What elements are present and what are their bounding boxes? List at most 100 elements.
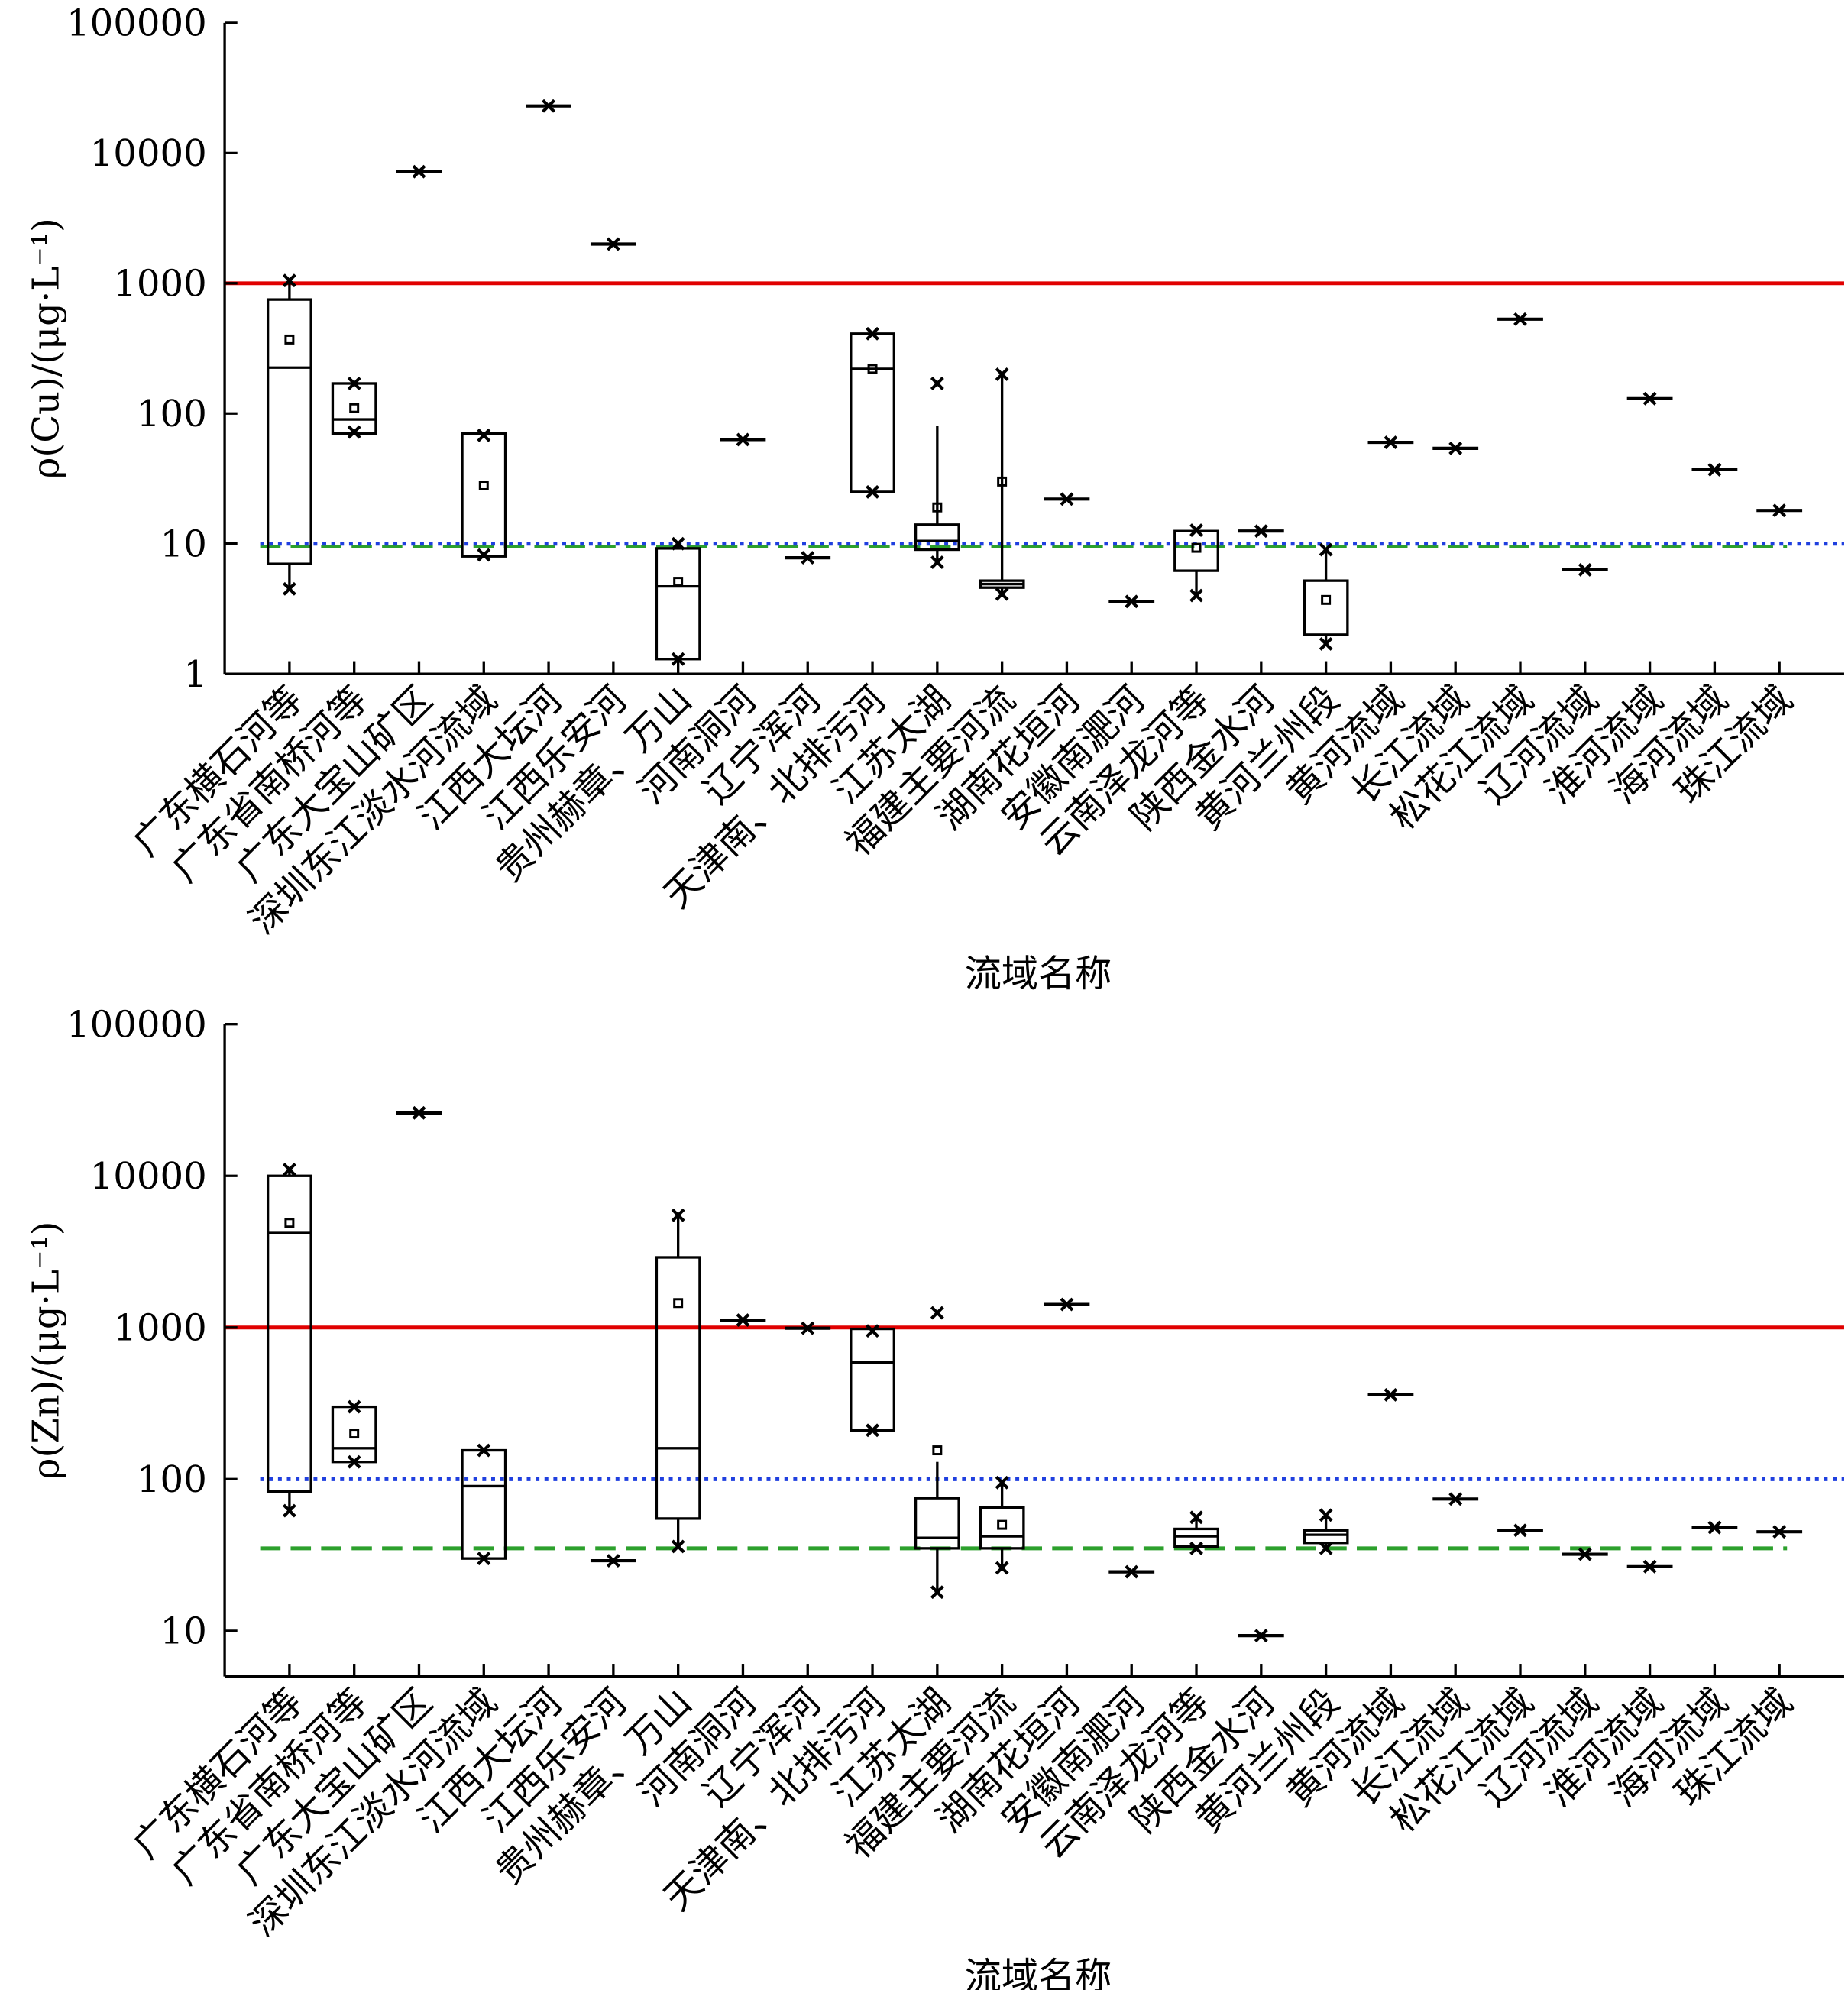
extreme-marker bbox=[282, 1163, 296, 1176]
marker-shape bbox=[801, 1321, 815, 1335]
mean-marker bbox=[1321, 594, 1332, 605]
extreme-marker bbox=[930, 555, 944, 569]
extreme-marker bbox=[801, 551, 815, 565]
marker-shape bbox=[477, 428, 491, 442]
extreme-marker bbox=[282, 273, 296, 288]
extreme-marker bbox=[1578, 562, 1592, 577]
marker-shape bbox=[347, 377, 361, 390]
extreme-marker bbox=[930, 377, 944, 390]
marker-shape bbox=[930, 1306, 944, 1320]
extreme-marker bbox=[1772, 503, 1787, 518]
y-tick-label: 10 bbox=[160, 523, 207, 565]
marker-shape bbox=[671, 536, 685, 551]
marker-shape bbox=[1319, 1541, 1333, 1555]
marker-shape bbox=[1448, 1492, 1463, 1506]
box bbox=[914, 523, 960, 552]
marker-shape bbox=[1125, 1564, 1139, 1579]
extreme-marker bbox=[1642, 391, 1657, 406]
extreme-marker bbox=[1448, 441, 1463, 455]
extreme-marker bbox=[930, 1585, 944, 1600]
marker-shape bbox=[995, 1561, 1009, 1575]
marker-shape bbox=[1189, 588, 1203, 603]
marker-shape bbox=[347, 425, 361, 439]
extreme-marker bbox=[1319, 636, 1333, 651]
mean-marker bbox=[932, 1445, 943, 1456]
y-tick-label: 100000 bbox=[66, 2, 207, 45]
marker-shape bbox=[1060, 492, 1074, 506]
extreme-marker bbox=[671, 1539, 685, 1554]
extreme-marker bbox=[606, 237, 620, 251]
extreme-marker bbox=[736, 432, 750, 447]
mean-marker bbox=[997, 1519, 1008, 1530]
marker-shape bbox=[671, 1208, 685, 1222]
extreme-marker bbox=[1707, 1520, 1722, 1535]
box bbox=[331, 1405, 377, 1464]
marker-shape bbox=[930, 377, 944, 390]
box bbox=[461, 1448, 507, 1560]
marker-shape bbox=[542, 99, 556, 113]
extreme-marker bbox=[1578, 1547, 1592, 1561]
extreme-marker bbox=[1319, 1508, 1333, 1522]
marker-shape bbox=[1707, 462, 1722, 477]
box bbox=[331, 382, 377, 435]
extreme-marker bbox=[671, 1208, 685, 1222]
box bbox=[461, 432, 507, 558]
marker-shape bbox=[477, 1443, 491, 1458]
marker-shape bbox=[736, 432, 750, 447]
extreme-marker bbox=[736, 1313, 750, 1327]
marker-shape bbox=[282, 1503, 296, 1518]
mean-marker bbox=[673, 577, 684, 587]
extreme-marker bbox=[347, 425, 361, 439]
box bbox=[850, 1327, 895, 1432]
marker-shape bbox=[1319, 542, 1333, 557]
extreme-marker bbox=[1254, 1629, 1268, 1643]
mean-marker bbox=[349, 1429, 360, 1439]
marker-shape bbox=[866, 1324, 879, 1338]
mean-marker bbox=[478, 481, 489, 490]
extreme-marker bbox=[1060, 492, 1074, 506]
marker-shape bbox=[1319, 636, 1333, 651]
extreme-marker bbox=[1448, 1492, 1463, 1506]
marker-shape bbox=[930, 1585, 944, 1600]
marker-shape bbox=[1254, 1629, 1268, 1643]
mean-marker bbox=[932, 502, 943, 513]
extreme-marker bbox=[866, 1423, 879, 1438]
marker-shape bbox=[606, 237, 620, 251]
marker-shape bbox=[282, 581, 296, 596]
extreme-marker bbox=[542, 99, 556, 113]
extreme-marker bbox=[1189, 523, 1203, 537]
y-tick-label: 10000 bbox=[90, 1155, 207, 1198]
extreme-marker bbox=[866, 484, 879, 499]
box bbox=[655, 547, 701, 661]
extreme-marker bbox=[671, 536, 685, 551]
marker-shape bbox=[1707, 1520, 1722, 1535]
y-tick-label: 1 bbox=[183, 653, 207, 696]
y-tick-label: 100 bbox=[137, 393, 207, 435]
extreme-marker bbox=[477, 1552, 491, 1566]
extreme-marker bbox=[606, 1554, 620, 1568]
mean-marker bbox=[997, 476, 1008, 487]
extreme-marker bbox=[1060, 1297, 1074, 1312]
marker-shape bbox=[671, 1539, 685, 1554]
extreme-marker bbox=[1642, 1559, 1657, 1574]
extreme-marker bbox=[671, 652, 685, 666]
extreme-marker bbox=[1319, 542, 1333, 557]
marker-shape bbox=[1513, 312, 1527, 326]
y-tick-label: 1000 bbox=[113, 1306, 207, 1349]
marker-shape bbox=[282, 1163, 296, 1176]
extreme-marker bbox=[995, 587, 1009, 601]
marker-shape bbox=[412, 1105, 426, 1120]
extreme-marker bbox=[801, 1321, 815, 1335]
box bbox=[1303, 579, 1349, 636]
extreme-marker bbox=[1189, 588, 1203, 603]
extreme-marker bbox=[995, 367, 1009, 381]
extreme-marker bbox=[347, 1454, 361, 1469]
marker-shape bbox=[1060, 1297, 1074, 1312]
marker-shape bbox=[1125, 594, 1139, 609]
mean-marker bbox=[1191, 542, 1202, 553]
marker-shape bbox=[1319, 1508, 1333, 1522]
box bbox=[850, 332, 895, 493]
marker-shape bbox=[995, 367, 1009, 381]
marker-shape bbox=[606, 1554, 620, 1568]
